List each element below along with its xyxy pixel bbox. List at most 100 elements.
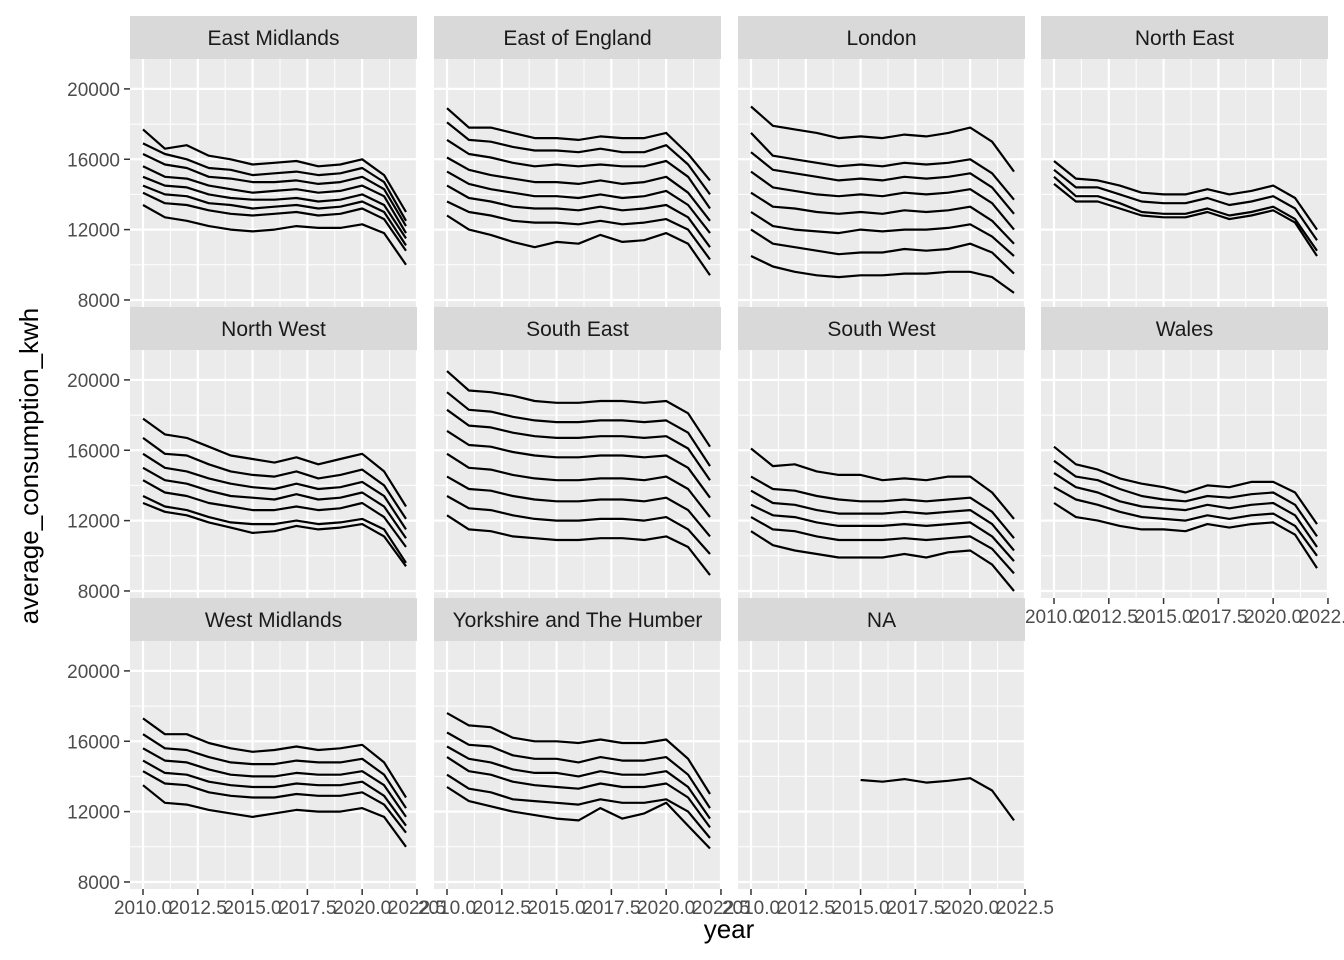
facet-strip [738, 598, 1025, 641]
series-line [142, 784, 407, 848]
x-tick-label: 2020.0 [637, 898, 695, 919]
series-line [446, 214, 711, 276]
x-tick-label: 2022.5 [692, 898, 750, 919]
x-tick-label: 2020.0 [941, 898, 999, 919]
series-line [142, 204, 407, 266]
series-line [1053, 183, 1318, 257]
panel-background [1041, 350, 1328, 598]
series-line [750, 503, 1015, 562]
series-line [446, 184, 711, 248]
facet-strip [130, 16, 417, 59]
panel-background [738, 641, 1025, 889]
series-line [750, 170, 1015, 231]
facet-strip [434, 16, 721, 59]
panel-background [1041, 59, 1328, 307]
facet-panel: East of England [434, 16, 723, 307]
x-tick-label: 2017.5 [582, 898, 640, 919]
y-axis-title: average_consumption_kwh [14, 308, 44, 625]
series-line [142, 501, 407, 567]
y-tick-label: 8000 [78, 582, 120, 603]
series-line [446, 786, 711, 850]
x-axis-title: year [704, 914, 755, 944]
series-line [142, 717, 407, 799]
facet-strip-label: North West [221, 318, 326, 341]
series-line [750, 132, 1015, 201]
series-line [1053, 472, 1318, 548]
facet-strip [1041, 16, 1328, 59]
series-line [142, 128, 407, 213]
facet-panel: East Midlands 8000 12000 16000 20000 [67, 16, 419, 312]
series-line [1053, 175, 1318, 252]
panel-background [434, 350, 721, 598]
facet-strip-label: East of England [503, 27, 651, 50]
panel-background [130, 350, 417, 598]
x-tick-label: 2017.5 [278, 898, 336, 919]
facet-strip-label: London [846, 27, 916, 50]
series-line [446, 391, 711, 467]
facet-strip-label: NA [867, 609, 896, 632]
facet-strip [130, 307, 417, 350]
x-tick-label: 2015.0 [1135, 607, 1193, 628]
series-line [1053, 502, 1318, 569]
series-line [446, 107, 711, 182]
series-line [142, 191, 407, 252]
panel-background [738, 59, 1025, 307]
series-line [446, 138, 711, 210]
series-line [142, 452, 407, 531]
series-line [750, 151, 1015, 215]
facet-strip-label: North East [1135, 27, 1234, 50]
y-tick-label: 16000 [67, 150, 120, 171]
x-tick-label: 2015.0 [224, 898, 282, 919]
facet-strip-label: West Midlands [205, 609, 342, 632]
facet-strip-label: South East [526, 318, 629, 341]
y-tick-label: 16000 [67, 441, 120, 462]
series-line [142, 142, 407, 222]
x-tick-label: 2020.0 [333, 898, 391, 919]
y-tick-label: 16000 [67, 732, 120, 753]
y-tick-label: 12000 [67, 512, 120, 533]
series-line [446, 156, 711, 222]
series-line [1053, 486, 1318, 557]
facet-strip-label: Yorkshire and The Humber [453, 609, 703, 632]
series-line [446, 429, 711, 499]
series-line [446, 756, 711, 829]
x-tick-label: 2012.5 [1080, 607, 1138, 628]
series-line [446, 452, 711, 518]
series-line [750, 255, 1015, 294]
series-line [142, 770, 407, 834]
series-line [446, 121, 711, 196]
series-line [1053, 168, 1318, 241]
x-tick-label: 2015.0 [528, 898, 586, 919]
y-tick-label: 8000 [78, 291, 120, 312]
series-line [142, 479, 407, 548]
series-line [1053, 445, 1318, 525]
series-line [750, 447, 1015, 520]
series-line [750, 228, 1015, 275]
x-tick-label: 2012.5 [777, 898, 835, 919]
x-tick-label: 2010.0 [722, 898, 780, 919]
panels-layer: East Midlands 8000 12000 16000 20000 East of … [67, 16, 1344, 919]
series-line [446, 200, 711, 261]
facet-panel: South East [434, 307, 723, 598]
y-tick-label: 20000 [67, 80, 120, 101]
series-line [142, 747, 407, 818]
series-line [860, 777, 1015, 822]
series-line [142, 437, 407, 520]
series-line [446, 475, 711, 538]
x-tick-label: 2022.5 [1299, 607, 1344, 628]
facet-strip [434, 307, 721, 350]
series-line [446, 408, 711, 481]
x-tick-label: 2020.0 [1244, 607, 1302, 628]
series-line [750, 105, 1015, 173]
facet-strip-label: Wales [1156, 318, 1214, 341]
series-line [446, 495, 711, 555]
facet-strip-label: South West [827, 318, 935, 341]
series-line [142, 495, 407, 564]
facet-strip [434, 598, 721, 641]
series-line [446, 745, 711, 820]
panel-background [738, 350, 1025, 598]
series-line [750, 475, 1015, 539]
